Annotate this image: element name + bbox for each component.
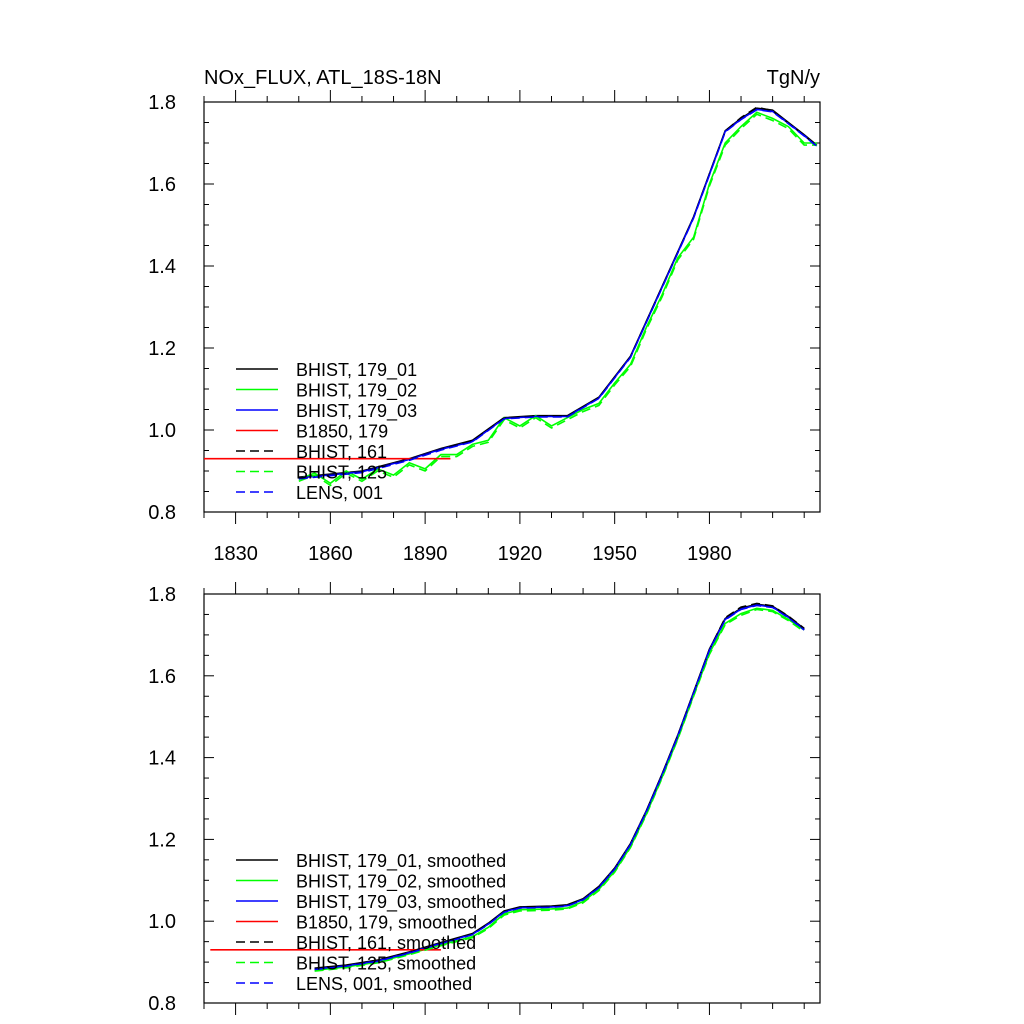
- legend-label: BHIST, 179_01: [296, 360, 417, 381]
- bottom-panel: 0.8 1.0 1.2 1.4 1.6 1.8 BHIST, 179_01, smoothe…: [148, 582, 821, 1015]
- figure-units: TgN/y: [767, 67, 820, 89]
- y-tick-label: 1.8: [148, 584, 176, 606]
- y-tick-label: 1.4: [148, 748, 176, 770]
- legend-label: BHIST, 179_02, smoothed: [296, 872, 506, 893]
- legend-label: BHIST, 161, smoothed: [296, 933, 476, 953]
- top-panel: 0.8 1.0 1.2 1.4 1.6 1.8 1830 1860 1890 1920 1950 19…: [148, 90, 821, 565]
- y-tick-label: 1.4: [148, 256, 176, 278]
- legend-label: BHIST, 125: [296, 463, 387, 483]
- legend-label: BHIST, 179_02: [296, 381, 417, 402]
- legend-label: LENS, 001: [296, 483, 383, 503]
- y-tick-label: 1.0: [148, 911, 176, 933]
- x-tick-label: 1890: [403, 543, 448, 565]
- y-tick-label: 0.8: [148, 502, 176, 524]
- legend-label: BHIST, 161: [296, 442, 387, 462]
- legend-label: B1850, 179: [296, 422, 388, 442]
- x-tick-label: 1980: [687, 543, 732, 565]
- y-tick-label: 1.6: [148, 666, 176, 688]
- series-line: [298, 111, 817, 485]
- y-tick-label: 1.0: [148, 420, 176, 442]
- legend-label: BHIST, 125, smoothed: [296, 954, 476, 974]
- legend-label: BHIST, 179_03: [296, 401, 417, 422]
- x-tick-label: 1950: [592, 543, 637, 565]
- y-tick-label: 1.2: [148, 338, 176, 360]
- y-tick-label: 1.8: [148, 92, 176, 114]
- y-tick-label: 1.6: [148, 174, 176, 196]
- legend-label: BHIST, 179_03, smoothed: [296, 892, 506, 913]
- y-tick-label: 1.2: [148, 829, 176, 851]
- x-tick-label: 1920: [498, 543, 543, 565]
- x-tick-label: 1830: [213, 543, 258, 565]
- series-line: [314, 608, 805, 972]
- x-tick-label: 1860: [308, 543, 353, 565]
- legend-label: LENS, 001, smoothed: [296, 974, 472, 994]
- legend-label: B1850, 179, smoothed: [296, 913, 477, 933]
- legend-label: BHIST, 179_01, smoothed: [296, 851, 506, 872]
- y-tick-label: 0.8: [148, 993, 176, 1015]
- series-line: [314, 604, 805, 971]
- figure-title: NOx_FLUX, ATL_18S-18N: [204, 67, 442, 89]
- series-line: [298, 108, 818, 480]
- series-line: [298, 113, 817, 487]
